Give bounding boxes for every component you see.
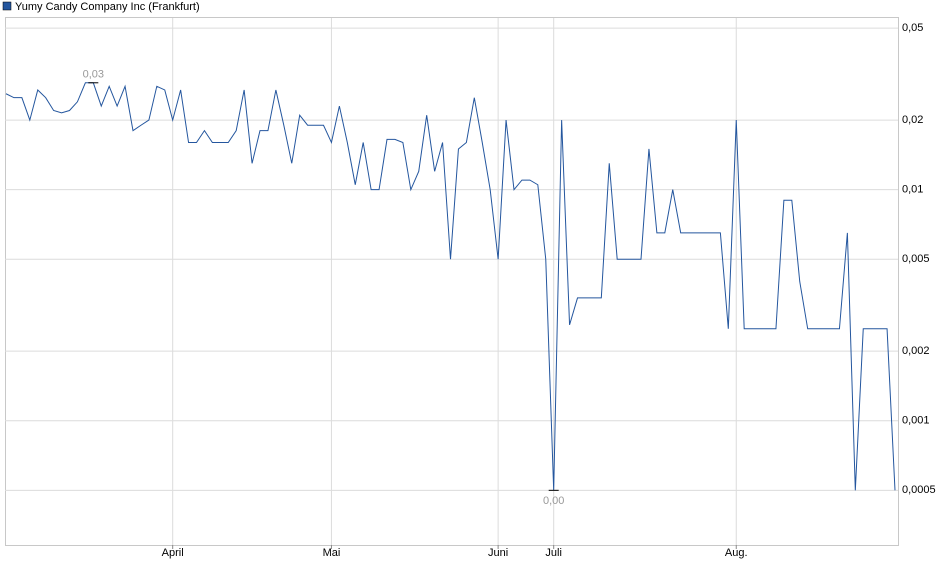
y-tick-label: 0,002 — [902, 345, 930, 357]
x-tick-label: Juni — [488, 547, 508, 559]
x-tick-label: April — [162, 547, 184, 559]
y-tick-label: 0,001 — [902, 415, 930, 427]
x-tick-label: Juli — [545, 547, 562, 559]
plot-frame — [5, 17, 899, 546]
price-line — [5, 82, 896, 491]
y-tick-label: 0,005 — [902, 253, 930, 265]
x-tick-label: Mai — [323, 547, 341, 559]
x-tick-label: Aug. — [725, 547, 748, 559]
y-tick-label: 0,0005 — [902, 484, 936, 496]
legend-label: Yumy Candy Company Inc (Frankfurt) — [15, 1, 200, 13]
y-tick-label: 0,05 — [902, 22, 923, 34]
y-tick-label: 0,01 — [902, 184, 923, 196]
value-label: 0,00 — [543, 495, 564, 507]
value-label: 0,03 — [83, 69, 104, 81]
legend-swatch — [2, 1, 12, 11]
y-tick-label: 0,02 — [902, 114, 923, 126]
